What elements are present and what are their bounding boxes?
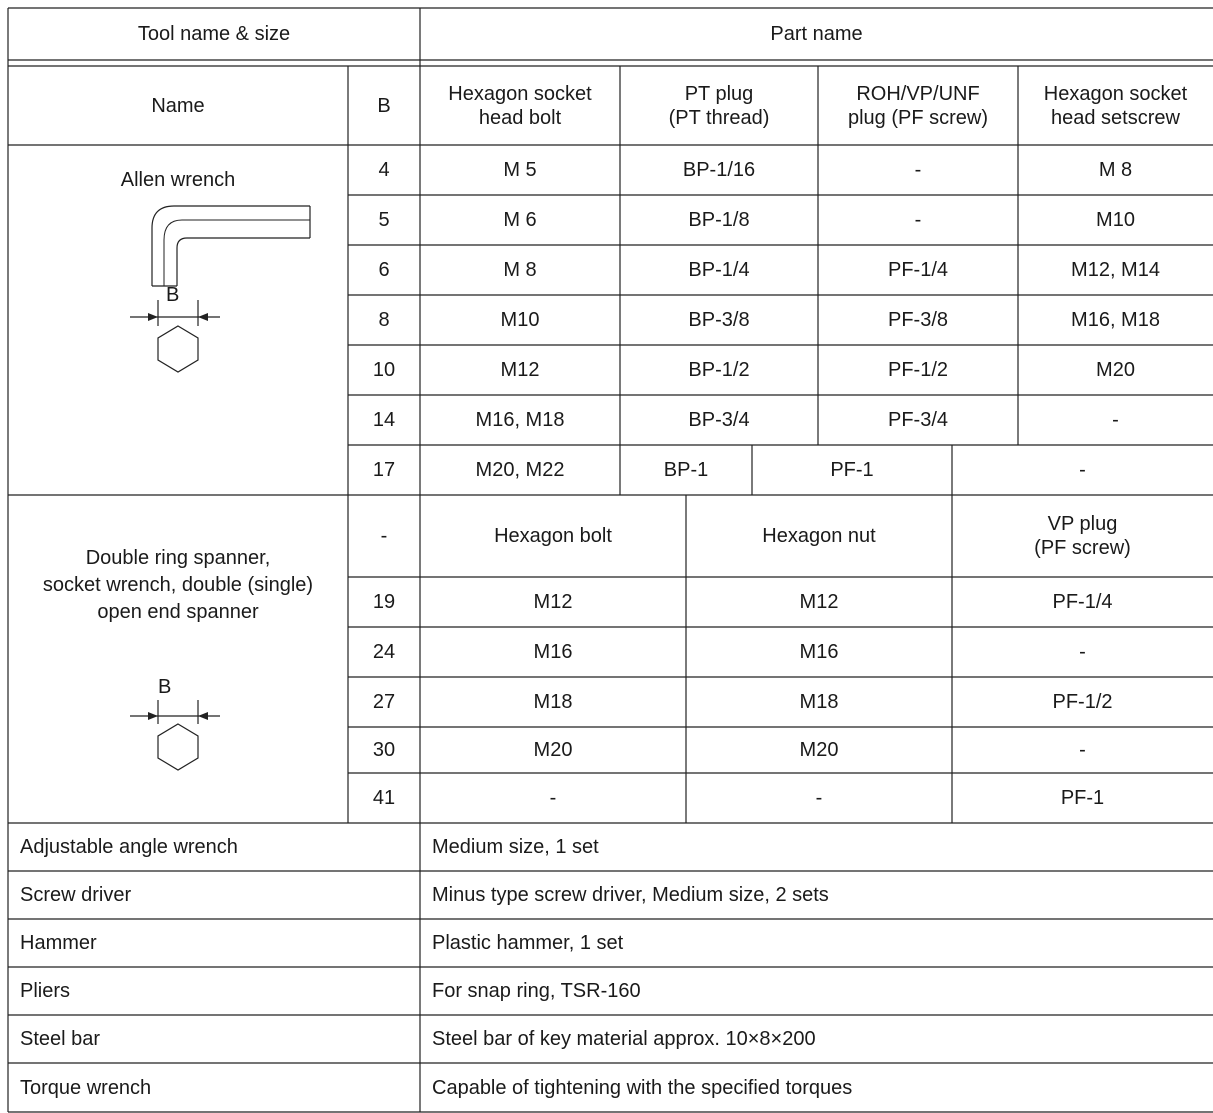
- allen-setscrew-value: M20: [1096, 359, 1135, 381]
- vp-plug-header: VP plug (PF screw): [1034, 513, 1131, 559]
- spanner-hexagon-bolt-value: M12: [533, 591, 573, 613]
- allen-wrench-diagram: B: [120, 200, 320, 380]
- allen-b-value: 4: [378, 159, 390, 181]
- allen-pt-plug-value: BP-1: [663, 459, 709, 481]
- spanner-hexagon-nut-value: -: [815, 787, 823, 809]
- allen-b-value: 10: [372, 359, 396, 381]
- spanner-hexagon-nut-value: M20: [799, 739, 839, 761]
- allen-hex-socket-bolt-value: M 5: [503, 159, 537, 181]
- allen-b-value: 14: [372, 409, 396, 431]
- allen-setscrew-value: M12, M14: [1071, 259, 1160, 281]
- allen-roh-plug-value: PF-1: [830, 459, 874, 481]
- spanner-vp-plug-value: -: [1079, 641, 1086, 663]
- allen-b-value: 17: [372, 459, 396, 481]
- allen-roh-plug-value: PF-3/4: [887, 409, 949, 431]
- spanner-b-value: 19: [372, 591, 396, 613]
- tool-name-size-header: Tool name & size: [137, 23, 291, 45]
- spanner-diagram: B: [120, 676, 320, 800]
- hex-socket-head-setscrew-header: Hexagon socket head setscrew: [1043, 82, 1188, 129]
- spanner-vp-plug-value: PF-1/2: [1052, 691, 1113, 713]
- allen-hex-socket-bolt-value: M20, M22: [475, 459, 565, 481]
- allen-setscrew-value: -: [1079, 459, 1086, 481]
- allen-roh-plug-value: PF-1/2: [887, 359, 949, 381]
- spanner-name: Double ring spanner, socket wrench, doub…: [42, 546, 314, 623]
- hexagon-bolt-header: Hexagon bolt: [494, 525, 612, 547]
- spanner-hexagon-bolt-value: M16: [533, 641, 573, 663]
- b-column-header: B: [377, 94, 391, 117]
- other-tool-name: Hammer: [20, 932, 97, 954]
- hex-socket-head-bolt-header: Hexagon socket head bolt: [448, 82, 592, 129]
- spanner-vp-plug-value: PF-1/4: [1052, 591, 1113, 613]
- allen-pt-plug-value: BP-3/4: [688, 409, 750, 431]
- allen-setscrew-value: M 8: [1098, 159, 1133, 181]
- allen-pt-plug-value: BP-1/4: [688, 259, 750, 281]
- allen-wrench-name: Allen wrench: [120, 169, 236, 191]
- other-tool-part: For snap ring, TSR-160: [432, 980, 641, 1002]
- spanner-hexagon-nut-value: M18: [799, 691, 839, 713]
- allen-pt-plug-value: BP-1/16: [682, 159, 756, 181]
- other-tool-part: Capable of tightening with the specified…: [432, 1076, 853, 1099]
- allen-b-value: 8: [378, 309, 390, 331]
- hexagon-nut-header: Hexagon nut: [762, 525, 876, 547]
- spanner-b-value: 24: [372, 641, 396, 663]
- other-tool-part: Steel bar of key material approx. 10×8×2…: [432, 1028, 816, 1050]
- allen-roh-plug-value: -: [914, 159, 922, 181]
- allen-hex-socket-bolt-value: M 8: [503, 259, 537, 281]
- allen-b-value: 6: [378, 259, 390, 281]
- spanner-b-value: 41: [372, 787, 396, 809]
- spanner-vp-plug-value: PF-1: [1060, 787, 1105, 809]
- spanner-dimension-label: B: [158, 676, 172, 698]
- spanner-hexagon-nut-value: M12: [799, 591, 839, 613]
- other-tool-part: Plastic hammer, 1 set: [432, 932, 624, 954]
- allen-hex-socket-bolt-value: M12: [500, 359, 540, 381]
- spanner-b-value: 27: [372, 691, 396, 713]
- spanner-b-header: -: [380, 525, 388, 547]
- other-tool-part: Minus type screw driver, Medium size, 2 …: [432, 884, 829, 906]
- spanner-hexagon-nut-value: M16: [799, 641, 839, 663]
- other-tool-name: Steel bar: [20, 1028, 101, 1050]
- part-name-header: Part name: [770, 23, 863, 45]
- allen-hex-socket-bolt-value: M16, M18: [475, 409, 565, 431]
- spanner-hexagon-bolt-value: -: [549, 787, 557, 809]
- allen-hex-socket-bolt-value: M 6: [503, 209, 537, 231]
- allen-pt-plug-value: BP-1/2: [688, 359, 750, 381]
- allen-b-value: 5: [378, 209, 390, 231]
- spanner-vp-plug-value: -: [1079, 739, 1086, 761]
- name-column-header: Name: [151, 94, 205, 117]
- allen-pt-plug-value: BP-1/8: [688, 209, 750, 231]
- allen-roh-plug-value: PF-1/4: [887, 259, 949, 281]
- other-tool-name: Pliers: [20, 980, 71, 1002]
- allen-setscrew-value: M16, M18: [1071, 309, 1160, 331]
- roh-vp-unf-plug-header: ROH/VP/UNF plug (PF screw): [847, 82, 989, 129]
- allen-pt-plug-value: BP-3/8: [688, 309, 750, 331]
- allen-setscrew-value: M10: [1096, 209, 1135, 231]
- allen-dimension-label: B: [166, 284, 180, 306]
- pt-plug-header: PT plug (PT thread): [668, 82, 770, 129]
- allen-roh-plug-value: -: [914, 209, 922, 231]
- spanner-hexagon-bolt-value: M18: [533, 691, 573, 713]
- allen-setscrew-value: -: [1112, 409, 1119, 431]
- spanner-hexagon-bolt-value: M20: [533, 739, 573, 761]
- allen-roh-plug-value: PF-3/8: [887, 309, 949, 331]
- allen-hex-socket-bolt-value: M10: [500, 309, 540, 331]
- other-tool-name: Torque wrench: [20, 1076, 152, 1099]
- other-tool-name: Screw driver: [20, 884, 132, 906]
- other-tool-name: Adjustable angle wrench: [20, 836, 238, 858]
- other-tool-part: Medium size, 1 set: [432, 836, 599, 858]
- spanner-b-value: 30: [372, 739, 396, 761]
